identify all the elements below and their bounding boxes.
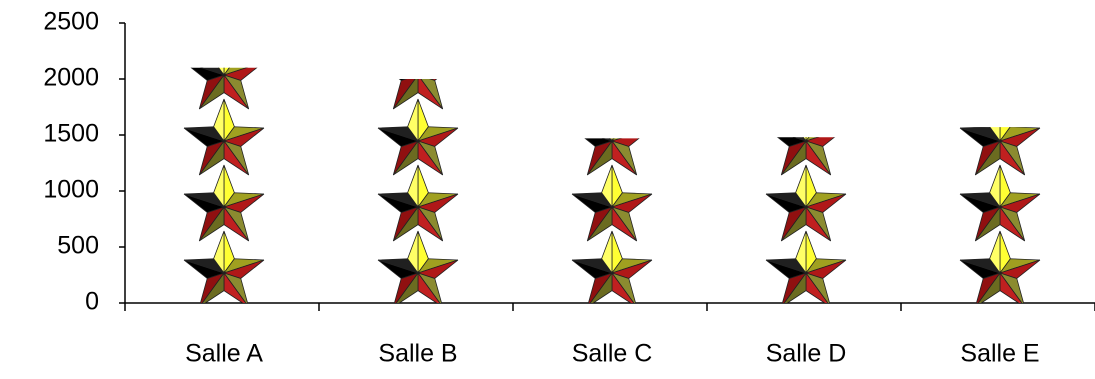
x-tick-label: Salle D <box>766 340 847 368</box>
y-tick-label: 2000 <box>43 64 99 92</box>
bar <box>552 99 672 307</box>
bar <box>358 33 478 307</box>
x-tick-label: Salle A <box>185 340 263 368</box>
y-tick-label: 0 <box>85 288 99 316</box>
x-tick-label: Salle E <box>960 340 1039 368</box>
chart: 0 500 1000 1500 2000 2500 Salle A Salle B Salle … <box>0 0 1095 379</box>
bar <box>940 99 1060 307</box>
bar <box>164 33 284 307</box>
x-tick-label: Salle B <box>378 340 457 368</box>
y-tick-label: 1000 <box>43 176 99 204</box>
bar <box>746 99 866 307</box>
y-tick-label: 1500 <box>43 120 99 148</box>
y-tick-label: 500 <box>57 232 99 260</box>
x-tick-label: Salle C <box>572 340 653 368</box>
y-tick-label: 2500 <box>43 8 99 36</box>
